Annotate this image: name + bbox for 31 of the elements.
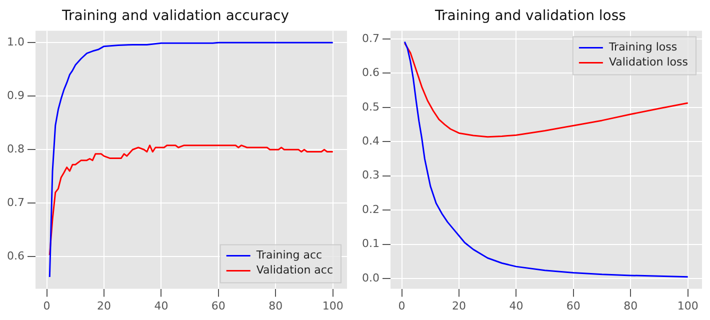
x-tick-label: 60 — [566, 299, 580, 312]
x-tick-label: 40 — [509, 299, 524, 312]
x-tick-label: 0 — [43, 299, 50, 312]
chart-title: Training and validation accuracy — [60, 8, 290, 24]
legend-label: Validation loss — [608, 56, 688, 69]
x-tick-label: 20 — [97, 299, 111, 312]
x-tick-label: 0 — [398, 299, 406, 312]
y-tick-label: 0.8 — [6, 142, 24, 156]
y-tick-label: 0.4 — [362, 134, 380, 148]
y-tick-label: 0.0 — [362, 271, 380, 284]
x-tick-label: 100 — [677, 299, 698, 312]
y-tick-label: 0.6 — [6, 250, 24, 263]
y-tick-label: 0.1 — [362, 237, 380, 250]
legend-label: Training acc — [255, 248, 322, 262]
y-tick-label: 0.7 — [6, 196, 24, 210]
y-tick-label: 1.0 — [6, 35, 24, 48]
legend-label: Training loss — [608, 40, 678, 54]
legend-label: Validation acc — [256, 264, 334, 277]
x-tick-label: 100 — [322, 299, 344, 312]
y-tick-label: 0.5 — [362, 100, 380, 114]
y-tick-label: 0.2 — [362, 202, 380, 216]
y-tick-label: 0.9 — [6, 88, 24, 102]
y-tick-label: 0.6 — [362, 66, 380, 80]
x-tick-label: 80 — [624, 299, 638, 312]
x-tick-label: 60 — [211, 299, 226, 312]
x-tick-label: 80 — [268, 299, 283, 312]
x-tick-label: 40 — [154, 299, 168, 312]
y-tick-label: 0.7 — [362, 32, 380, 45]
chart-title: Training and validation loss — [434, 8, 626, 24]
y-tick-label: 0.3 — [362, 168, 380, 182]
x-tick-label: 20 — [452, 299, 466, 312]
